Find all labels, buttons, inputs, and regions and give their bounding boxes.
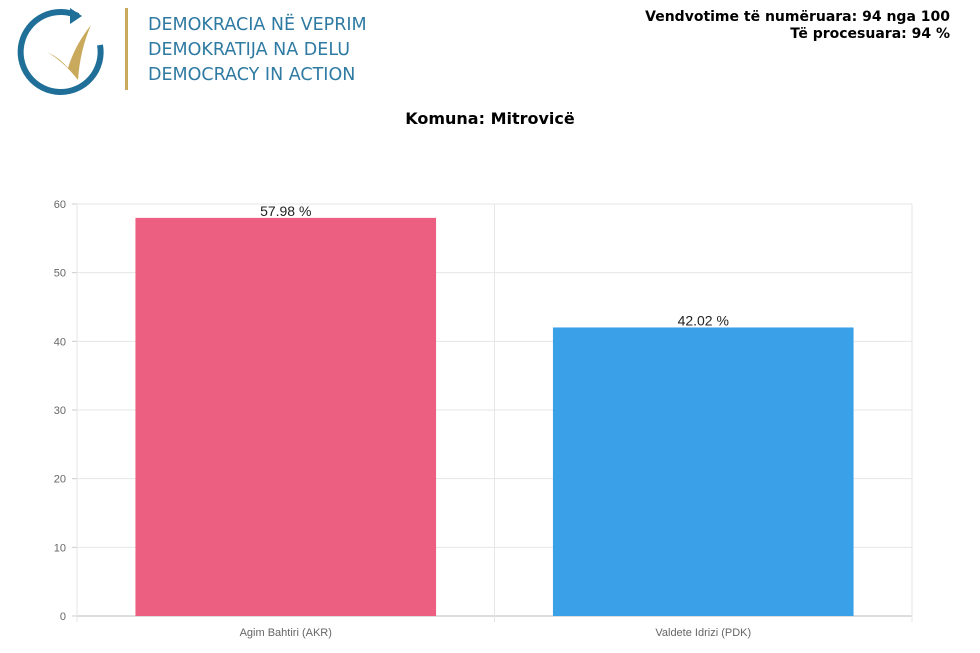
bar-2 (552, 327, 854, 616)
y-tick-label: 50 (54, 268, 66, 280)
status-panel: Vendvotime të numëruara: 94 nga 100 Të p… (645, 9, 950, 43)
y-tick-label: 0 (60, 611, 66, 623)
y-tick-label: 20 (54, 474, 66, 486)
processed-status: Të procesuara: 94 % (790, 26, 950, 42)
logo-divider (125, 8, 128, 90)
logo-line-en: DEMOCRACY IN ACTION (148, 65, 356, 85)
logo-line-sr: DEMOKRATIJA NA DELU (148, 40, 351, 60)
logo-line-sq: DEMOKRACIA NË VEPRIM (148, 15, 367, 35)
x-tick-label: Agim Bahtiri (AKR) (240, 627, 332, 639)
y-tick-label: 30 (54, 405, 66, 417)
y-tick-label: 10 (54, 542, 66, 554)
y-tick-label: 60 (54, 199, 66, 211)
data-label: 57.98 % (260, 203, 311, 219)
x-tick-label: Valdete Idrizi (PDK) (655, 627, 751, 639)
bar-1 (135, 217, 437, 616)
logo-text: DEMOKRACIA NË VEPRIM DEMOKRATIJA NA DELU… (148, 13, 367, 88)
counted-status: Vendvotime të numëruara: 94 nga 100 (645, 9, 950, 25)
data-label: 42.02 % (678, 312, 729, 328)
chart-title: Komuna: Mitrovicë (405, 109, 575, 128)
y-tick-label: 40 (54, 336, 66, 348)
logo-mark-icon (17, 8, 104, 95)
